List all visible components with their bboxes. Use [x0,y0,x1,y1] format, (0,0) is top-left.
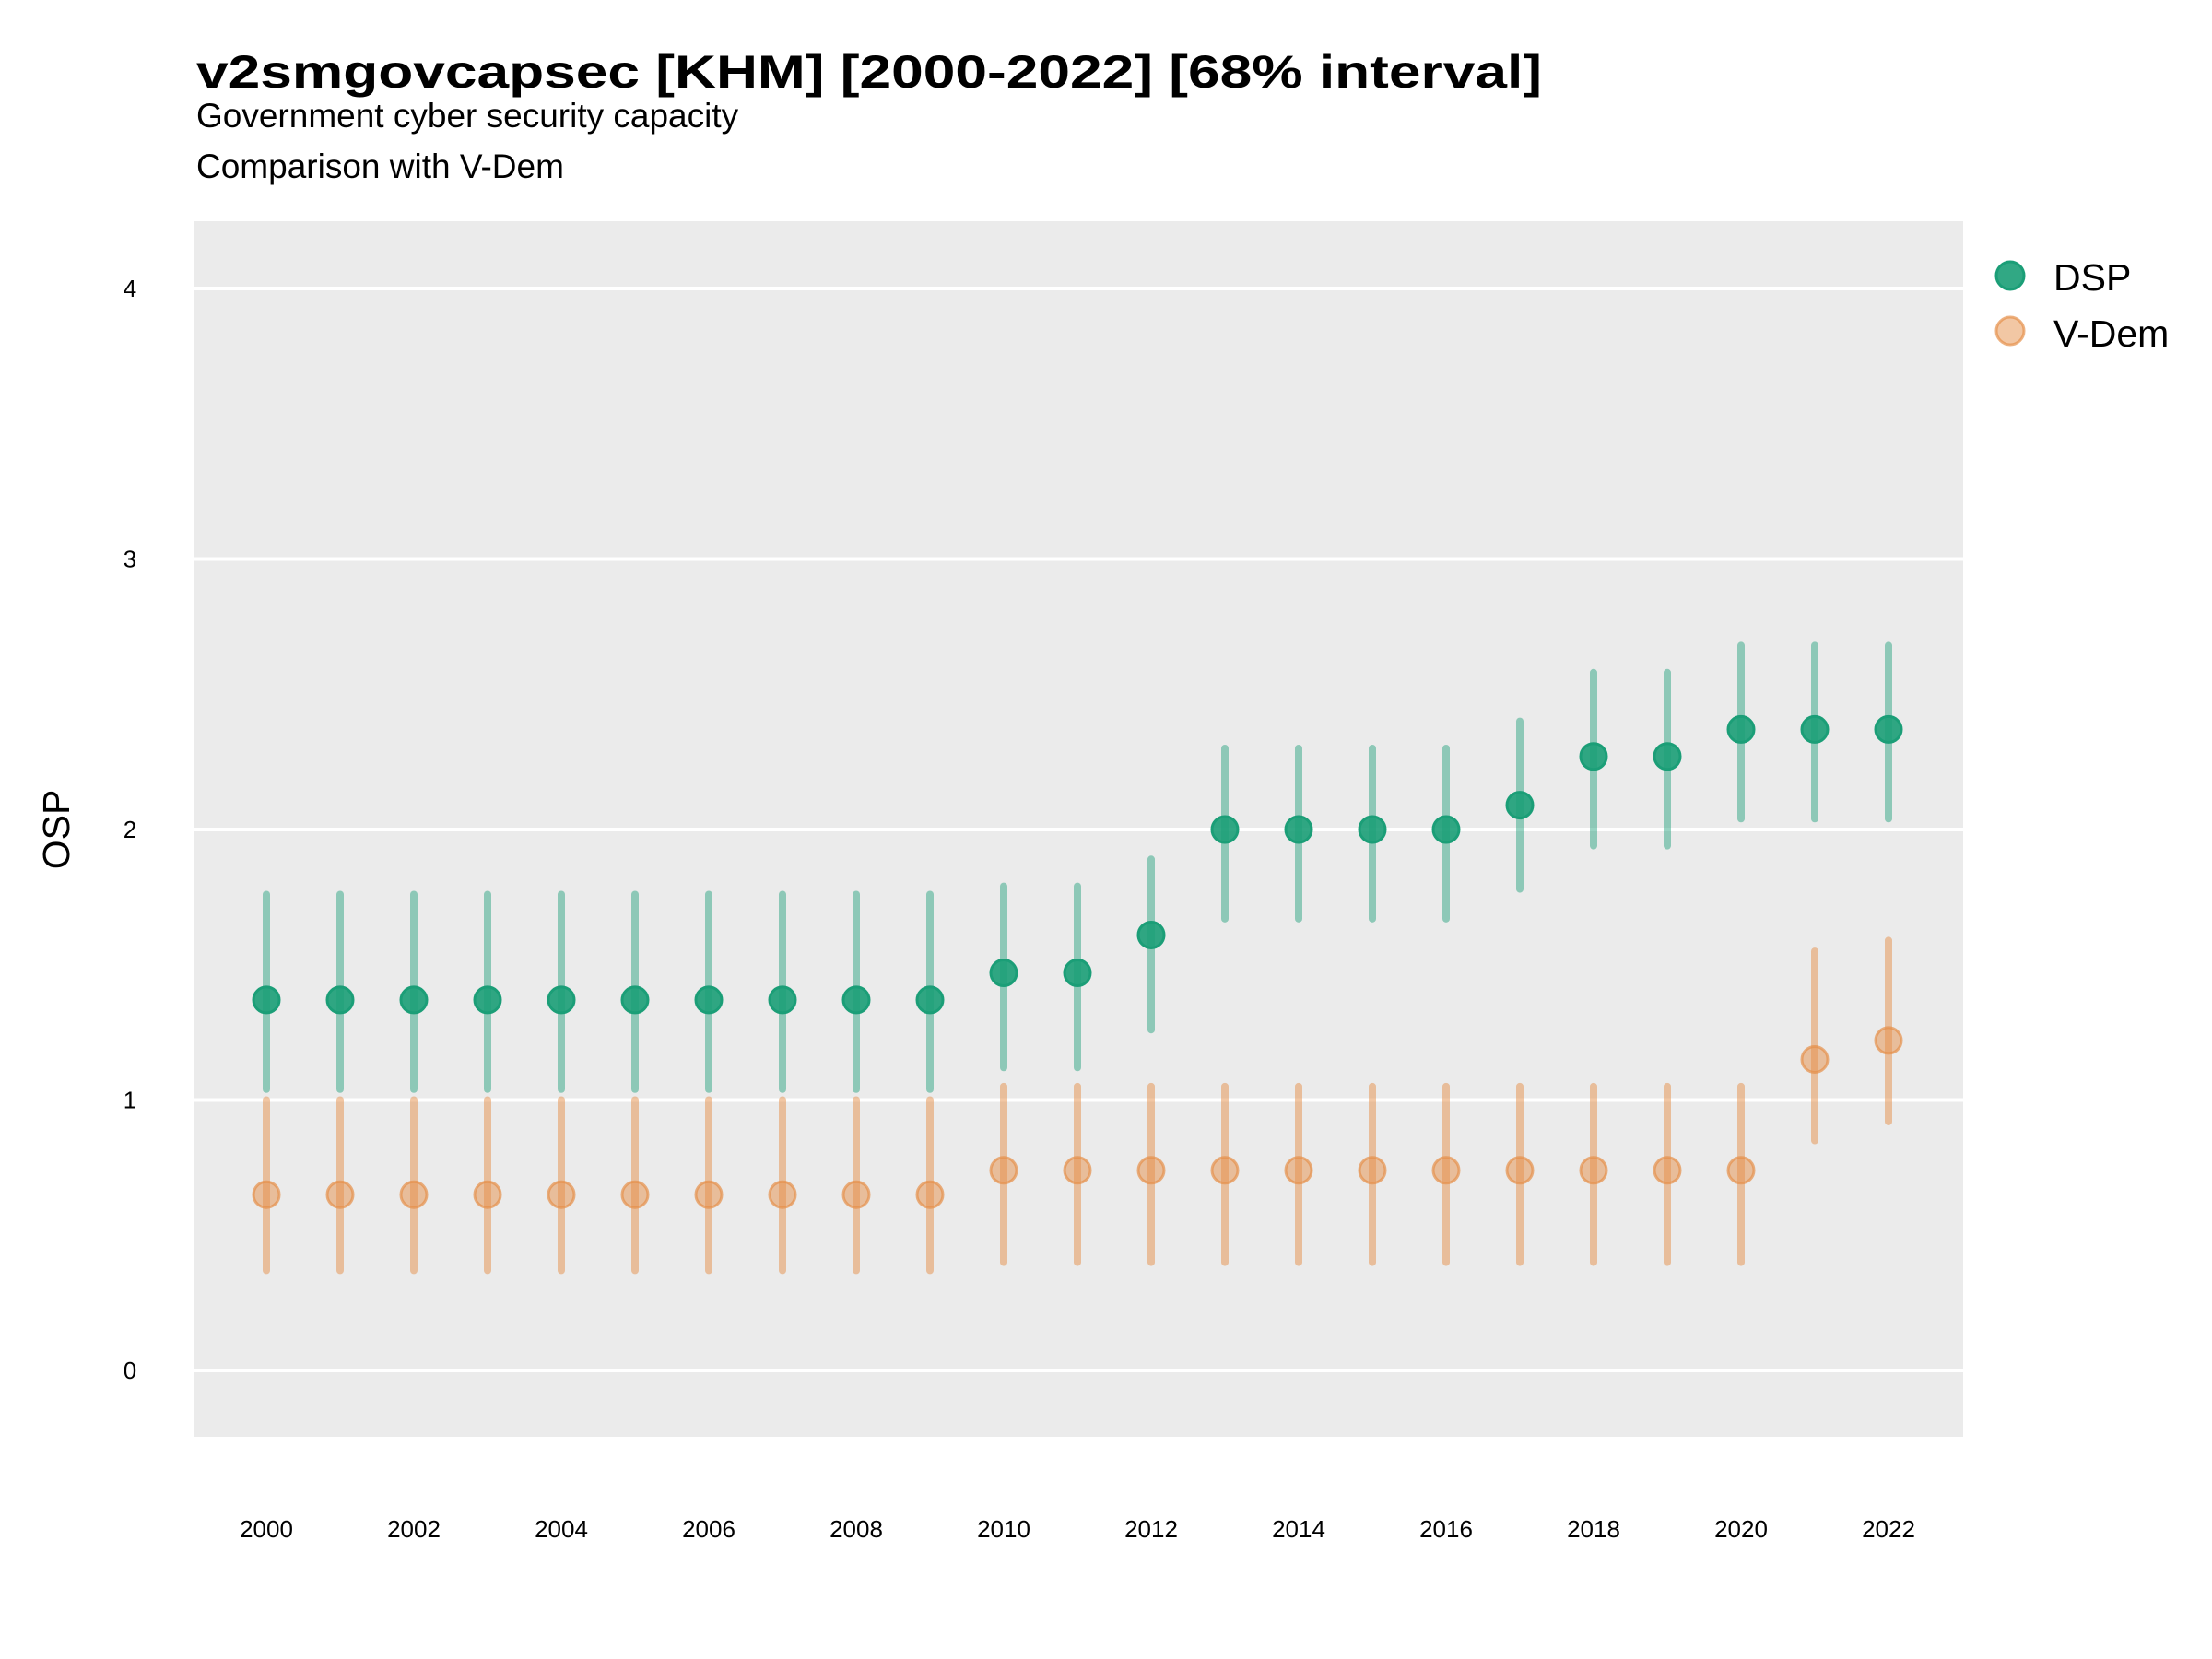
point-vdem [1505,1156,1535,1185]
point-dsp [1874,714,1903,744]
data-marks [252,641,1903,1275]
point-dsp [1284,815,1313,844]
point-vdem [1726,1156,1756,1185]
point-dsp [1063,959,1092,988]
y-tick-label: 4 [124,275,136,302]
y-tick-label: 0 [124,1357,136,1384]
point-vdem [1653,1156,1682,1185]
point-dsp [694,985,724,1015]
legend: DSP V-Dem [1994,256,2169,355]
point-vdem [915,1180,945,1209]
point-dsp [1358,815,1387,844]
point-dsp [620,985,650,1015]
point-dsp [1210,815,1240,844]
point-vdem [768,1180,797,1209]
point-dsp [841,985,871,1015]
point-dsp [1579,742,1608,771]
point-dsp [1726,714,1756,744]
point-vdem [399,1180,429,1209]
chart-subtitle-line-2: Comparison with V-Dem [196,147,564,185]
point-dsp [325,985,355,1015]
point-vdem [841,1180,871,1209]
x-axis-ticks: 2000 2002 2004 2006 2008 2010 2012 2014 2016 2018… [240,1515,1915,1543]
chart-title: v2smgovcapsec [KHM] [2000-2022] [68% int… [196,46,1542,98]
point-dsp [1505,791,1535,820]
point-vdem [989,1156,1018,1185]
point-dsp [399,985,429,1015]
point-dsp [473,985,502,1015]
point-vdem [1210,1156,1240,1185]
point-dsp [989,959,1018,988]
point-vdem [694,1180,724,1209]
point-dsp [1136,920,1166,949]
y-tick-label: 3 [124,546,136,573]
point-dsp [252,985,281,1015]
x-tick-label: 2002 [387,1515,441,1543]
x-tick-label: 2018 [1567,1515,1620,1543]
x-tick-label: 2022 [1862,1515,1915,1543]
legend-dsp-icon [1994,260,2026,291]
point-vdem [1284,1156,1313,1185]
x-tick-label: 2020 [1714,1515,1768,1543]
x-tick-label: 2010 [977,1515,1030,1543]
series-dsp [252,641,1903,1093]
point-vdem [1358,1156,1387,1185]
point-vdem [547,1180,576,1209]
legend-label-dsp: DSP [2053,256,2131,299]
y-axis-ticks: 0 1 2 3 4 [124,275,136,1384]
point-dsp [1653,742,1682,771]
y-tick-label: 2 [124,816,136,843]
chart-subtitle-line-1: Government cyber security capacity [196,97,739,135]
x-tick-label: 2000 [240,1515,293,1543]
x-tick-label: 2008 [830,1515,883,1543]
point-vdem [1063,1156,1092,1185]
point-vdem [473,1180,502,1209]
x-tick-label: 2016 [1419,1515,1473,1543]
y-tick-label: 1 [124,1087,136,1114]
point-dsp [1431,815,1461,844]
point-vdem [1800,1044,1830,1074]
y-axis-title: OSP [35,790,77,870]
point-dsp [768,985,797,1015]
series-vdem [252,936,1903,1275]
point-vdem [1874,1026,1903,1055]
point-vdem [1431,1156,1461,1185]
legend-vdem-icon [1994,315,2026,347]
x-tick-label: 2014 [1272,1515,1325,1543]
x-tick-label: 2006 [682,1515,735,1543]
point-vdem [1579,1156,1608,1185]
legend-label-vdem: V-Dem [2053,312,2169,355]
point-dsp [547,985,576,1015]
point-vdem [325,1180,355,1209]
x-tick-label: 2004 [535,1515,588,1543]
x-tick-label: 2012 [1124,1515,1178,1543]
point-vdem [620,1180,650,1209]
point-vdem [1136,1156,1166,1185]
point-vdem [252,1180,281,1209]
point-dsp [915,985,945,1015]
point-dsp [1800,714,1830,744]
